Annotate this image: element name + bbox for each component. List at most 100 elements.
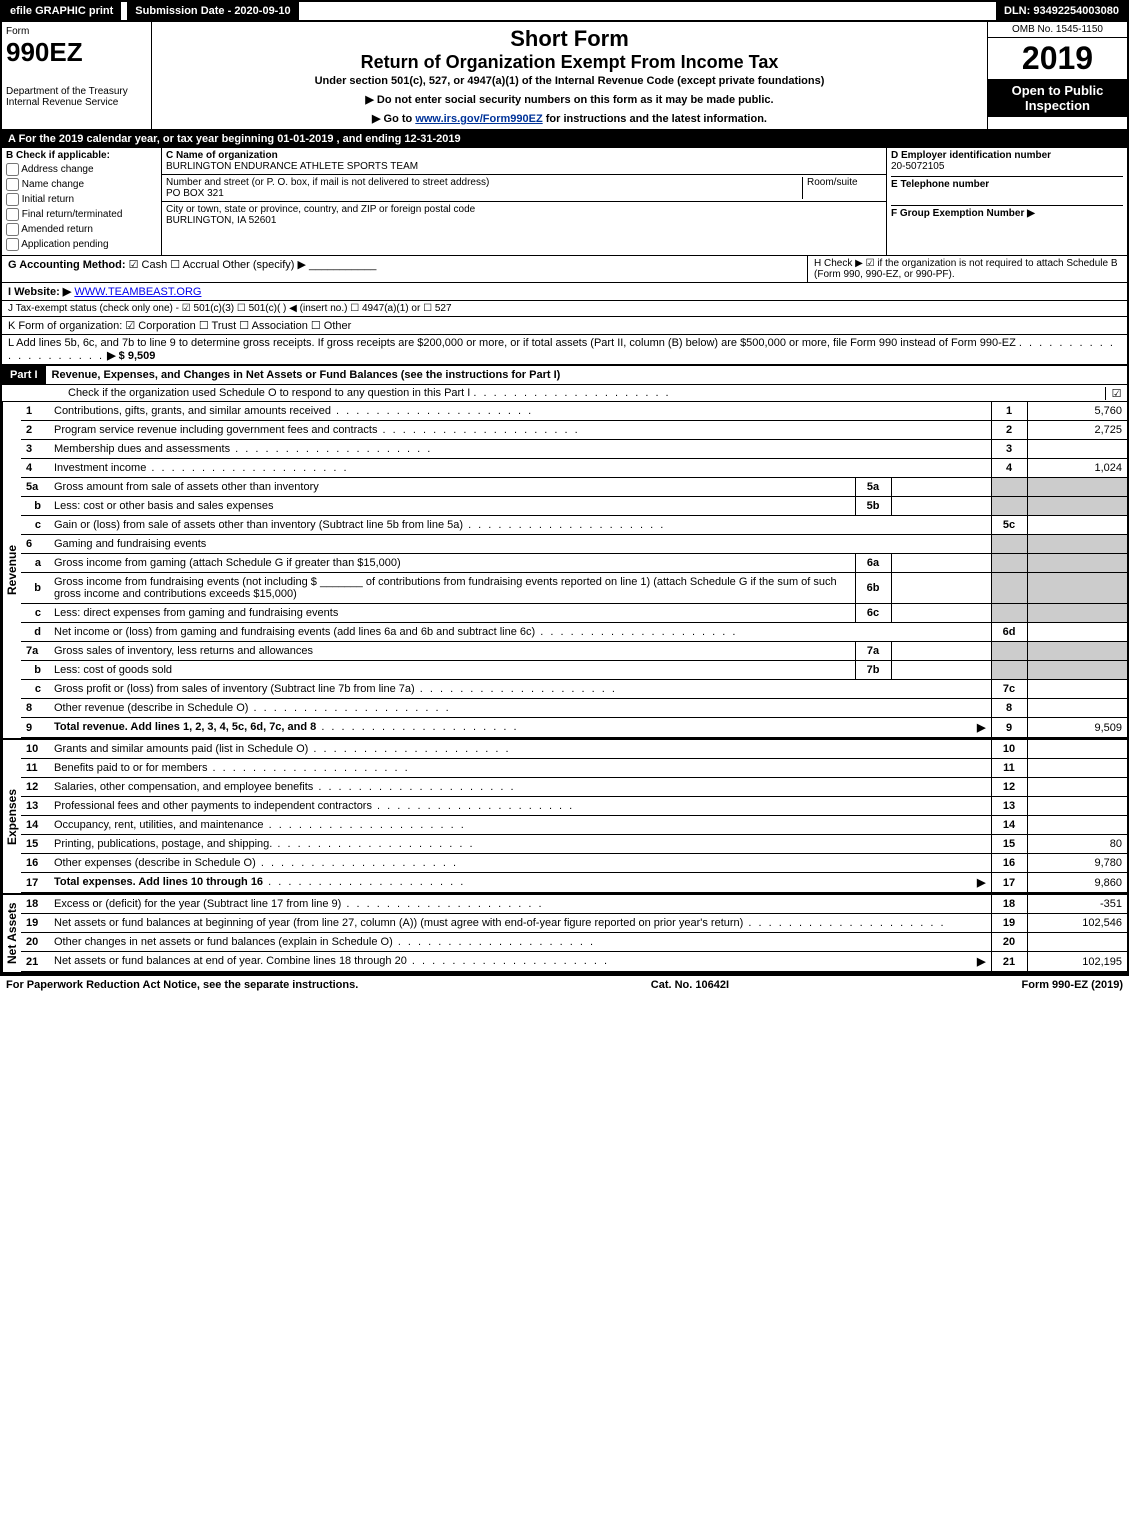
- right-line-number: 8: [991, 699, 1027, 718]
- line-l-text: L Add lines 5b, 6c, and 7b to line 9 to …: [8, 337, 1016, 349]
- line-j: J Tax-exempt status (check only one) - ☑…: [0, 301, 1129, 317]
- part1-label: Part I: [2, 366, 46, 384]
- chk-other-method[interactable]: Other (specify) ▶ ___________: [222, 259, 376, 271]
- right-line-value: 5,760: [1027, 402, 1127, 421]
- table-row: 12Salaries, other compensation, and empl…: [21, 778, 1127, 797]
- chk-final-return[interactable]: Final return/terminated: [6, 208, 157, 221]
- right-num-shade: [991, 535, 1027, 554]
- line-desc: Grants and similar amounts paid (list in…: [49, 740, 991, 759]
- chk-amended-return[interactable]: Amended return: [6, 223, 157, 236]
- box-def: D Employer identification number 20-5072…: [887, 148, 1127, 255]
- line-number: b: [21, 573, 49, 604]
- line-desc: Net assets or fund balances at end of ye…: [49, 952, 991, 972]
- inner-box-label: 7b: [855, 661, 891, 680]
- table-row: 1Contributions, gifts, grants, and simil…: [21, 402, 1127, 421]
- line-number: 17: [21, 873, 49, 893]
- chk-initial-return[interactable]: Initial return: [6, 193, 157, 206]
- right-num-shade: [991, 661, 1027, 680]
- line-number: 11: [21, 759, 49, 778]
- revenue-table: 1Contributions, gifts, grants, and simil…: [21, 402, 1127, 738]
- info-block: B Check if applicable: Address change Na…: [0, 148, 1129, 256]
- netassets-side-label: Net Assets: [2, 895, 21, 972]
- right-line-number: 16: [991, 854, 1027, 873]
- right-line-value: [1027, 797, 1127, 816]
- table-row: cLess: direct expenses from gaming and f…: [21, 604, 1127, 623]
- line-number: 19: [21, 914, 49, 933]
- line-desc: Net income or (loss) from gaming and fun…: [49, 623, 991, 642]
- right-line-number: 12: [991, 778, 1027, 797]
- table-row: 7aGross sales of inventory, less returns…: [21, 642, 1127, 661]
- line-desc: Gross profit or (loss) from sales of inv…: [49, 680, 991, 699]
- line-desc: Gain or (loss) from sale of assets other…: [49, 516, 991, 535]
- expenses-table: 10Grants and similar amounts paid (list …: [21, 740, 1127, 893]
- right-line-value: [1027, 740, 1127, 759]
- inner-box-value: [891, 661, 991, 680]
- right-line-value: [1027, 680, 1127, 699]
- line-number: b: [21, 661, 49, 680]
- table-row: cGain or (loss) from sale of assets othe…: [21, 516, 1127, 535]
- netassets-section: Net Assets 18Excess or (deficit) for the…: [0, 895, 1129, 974]
- right-line-number: 6d: [991, 623, 1027, 642]
- table-row: 14Occupancy, rent, utilities, and mainte…: [21, 816, 1127, 835]
- inner-box-label: 7a: [855, 642, 891, 661]
- inner-box-label: 5b: [855, 497, 891, 516]
- table-row: 3Membership dues and assessments3: [21, 440, 1127, 459]
- right-line-number: 2: [991, 421, 1027, 440]
- right-line-number: 1: [991, 402, 1027, 421]
- irs-link[interactable]: www.irs.gov/Form990EZ: [415, 113, 542, 125]
- title-short-form: Short Form: [156, 26, 983, 52]
- inner-box-label: 5a: [855, 478, 891, 497]
- right-val-shade: [1027, 604, 1127, 623]
- website-link[interactable]: WWW.TEAMBEAST.ORG: [74, 286, 201, 298]
- right-val-shade: [1027, 497, 1127, 516]
- right-line-value: 2,725: [1027, 421, 1127, 440]
- table-row: dNet income or (loss) from gaming and fu…: [21, 623, 1127, 642]
- right-line-number: 21: [991, 952, 1027, 972]
- chk-accrual[interactable]: ☐ Accrual: [170, 259, 219, 271]
- chk-cash[interactable]: ☑ Cash: [129, 259, 168, 271]
- part1-checkbox[interactable]: ☑: [1105, 387, 1127, 400]
- right-line-value: [1027, 699, 1127, 718]
- table-row: 21Net assets or fund balances at end of …: [21, 952, 1127, 972]
- line-desc: Gross income from fundraising events (no…: [49, 573, 855, 604]
- box-b-head: B Check if applicable:: [6, 150, 157, 161]
- footer-mid: Cat. No. 10642I: [651, 979, 729, 991]
- line-number: d: [21, 623, 49, 642]
- line-number: 1: [21, 402, 49, 421]
- chk-address-change[interactable]: Address change: [6, 163, 157, 176]
- right-line-value: [1027, 759, 1127, 778]
- inner-box-value: [891, 497, 991, 516]
- right-val-shade: [1027, 661, 1127, 680]
- line-number: 12: [21, 778, 49, 797]
- efile-print[interactable]: efile GRAPHIC print: [2, 2, 121, 20]
- form-word: Form: [6, 26, 147, 37]
- right-val-shade: [1027, 573, 1127, 604]
- right-line-number: 14: [991, 816, 1027, 835]
- right-line-number: 9: [991, 718, 1027, 738]
- right-line-value: 9,780: [1027, 854, 1127, 873]
- line-number: 10: [21, 740, 49, 759]
- table-row: 11Benefits paid to or for members11: [21, 759, 1127, 778]
- inner-box-value: [891, 478, 991, 497]
- inner-box-label: 6b: [855, 573, 891, 604]
- part1-check-text: Check if the organization used Schedule …: [68, 387, 470, 399]
- line-desc: Program service revenue including govern…: [49, 421, 991, 440]
- dept-treasury: Department of the Treasury: [6, 86, 147, 97]
- city-value: BURLINGTON, IA 52601: [166, 215, 276, 226]
- line-desc: Less: cost or other basis and sales expe…: [49, 497, 855, 516]
- line-desc: Salaries, other compensation, and employ…: [49, 778, 991, 797]
- line-number: 13: [21, 797, 49, 816]
- table-row: 18Excess or (deficit) for the year (Subt…: [21, 895, 1127, 914]
- table-row: aGross income from gaming (attach Schedu…: [21, 554, 1127, 573]
- chk-application-pending[interactable]: Application pending: [6, 238, 157, 251]
- table-row: 10Grants and similar amounts paid (list …: [21, 740, 1127, 759]
- right-num-shade: [991, 642, 1027, 661]
- chk-name-change[interactable]: Name change: [6, 178, 157, 191]
- line-desc: Net assets or fund balances at beginning…: [49, 914, 991, 933]
- revenue-section: Revenue 1Contributions, gifts, grants, a…: [0, 402, 1129, 740]
- line-number: c: [21, 516, 49, 535]
- line-desc: Total revenue. Add lines 1, 2, 3, 4, 5c,…: [49, 718, 991, 738]
- line-number: 20: [21, 933, 49, 952]
- line-desc: Gaming and fundraising events: [49, 535, 991, 554]
- right-val-shade: [1027, 535, 1127, 554]
